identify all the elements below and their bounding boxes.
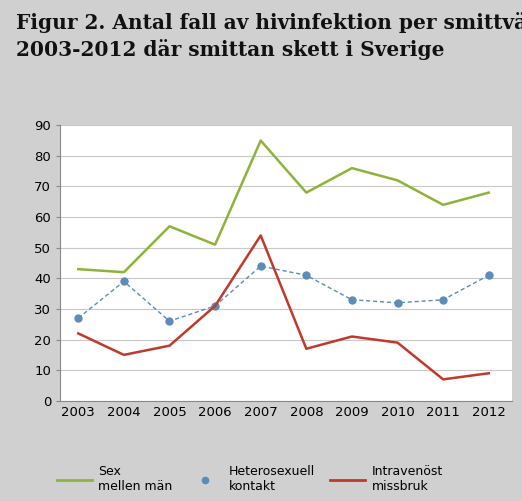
Text: Figur 2. Antal fall av hivinfektion per smittväg
2003-2012 där smittan skett i S: Figur 2. Antal fall av hivinfektion per … [16,13,522,60]
Legend: Sex
mellen män, Heterosexuell
kontakt, Intravenöst
missbruk: Sex mellen män, Heterosexuell kontakt, I… [57,465,443,493]
